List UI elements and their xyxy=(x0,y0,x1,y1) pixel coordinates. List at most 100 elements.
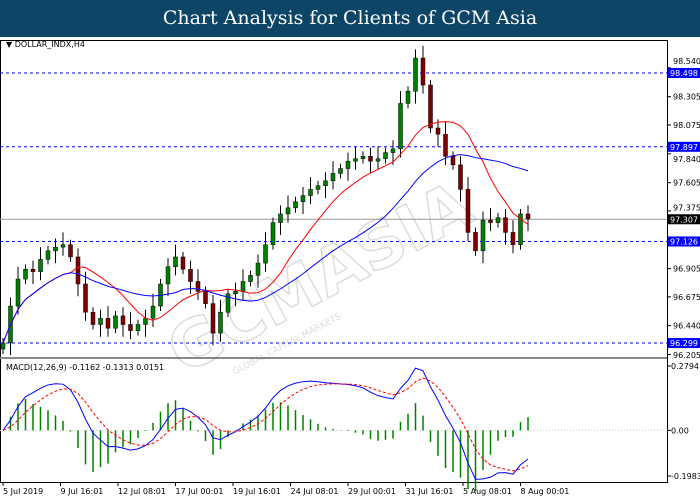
candle-body xyxy=(278,213,283,223)
candle-body xyxy=(128,324,133,331)
candle-body xyxy=(165,266,171,285)
candle-body xyxy=(518,213,523,245)
candle-body xyxy=(270,222,276,245)
candle-body xyxy=(360,156,366,159)
watermark-text: GCMASIA xyxy=(156,168,484,389)
candle-body xyxy=(353,158,358,162)
candle-body xyxy=(405,90,411,104)
candle-body xyxy=(338,168,343,174)
moving-average-line xyxy=(2,154,529,344)
candle-body xyxy=(375,158,381,162)
candle-body xyxy=(75,256,81,285)
candle-body xyxy=(98,318,103,325)
candle-body xyxy=(255,262,261,276)
candle-body xyxy=(525,213,531,220)
candle-body xyxy=(473,232,478,252)
candle-body xyxy=(38,259,43,272)
macd-line xyxy=(2,367,529,480)
page-title: Chart Analysis for Clients of GCM Asia xyxy=(0,0,700,37)
macd-y-tick-label: 0.00 xyxy=(671,426,689,435)
x-tick-label: 12 Jul 08:01 xyxy=(118,487,166,496)
candle-body xyxy=(143,318,148,325)
candle-body xyxy=(218,311,223,334)
candle-body xyxy=(390,148,396,153)
candle-body xyxy=(458,164,463,190)
symbol-label[interactable]: ▼ DOLLAR_INDX,H4 xyxy=(6,40,85,49)
candle-body xyxy=(480,219,486,252)
candle-body xyxy=(248,275,253,282)
candle-body xyxy=(368,156,373,162)
level-label-bg xyxy=(668,68,700,78)
candle-body xyxy=(383,152,388,159)
candle-body xyxy=(135,324,141,331)
y-tick-label: 98.540 xyxy=(673,57,700,66)
candle-body xyxy=(150,305,156,319)
x-tick-label: 19 Jul 16:01 xyxy=(233,487,281,496)
x-tick-label: 9 Jul 16:01 xyxy=(61,487,104,496)
candle-body xyxy=(413,57,418,92)
candle-body xyxy=(120,315,126,325)
candle-body xyxy=(293,201,298,209)
candle-body xyxy=(180,256,186,270)
candle-body xyxy=(53,246,58,252)
moving-average-line xyxy=(2,121,529,344)
candle-body xyxy=(203,291,208,304)
x-tick-label: 5 Aug 08:01 xyxy=(463,487,512,496)
candle-body xyxy=(210,303,216,334)
candle-body xyxy=(113,315,118,329)
candle-body xyxy=(315,185,321,190)
candle-body xyxy=(428,84,433,129)
macd-signal-line xyxy=(2,377,529,472)
candle-body xyxy=(285,207,291,215)
level-label: 98.498 xyxy=(670,69,698,78)
candle-body xyxy=(345,160,351,169)
candle-body xyxy=(398,103,403,150)
candle-body xyxy=(443,133,448,157)
level-label-bg xyxy=(668,236,700,247)
y-tick-label: 97.375 xyxy=(673,203,700,212)
candle-body xyxy=(0,342,6,350)
candle-body xyxy=(300,195,306,202)
x-tick-label: 17 Jul 00:01 xyxy=(176,487,224,496)
candle-body xyxy=(30,268,36,272)
level-label-bg xyxy=(668,338,700,349)
candle-body xyxy=(240,281,246,292)
candle-body xyxy=(495,217,501,223)
candle-body xyxy=(173,256,178,268)
y-tick-label: 96.675 xyxy=(673,293,700,302)
x-tick-label: 5 Jul 2019 xyxy=(3,487,43,496)
y-tick-label: 98.075 xyxy=(673,121,700,130)
y-tick-label: 98.305 xyxy=(673,93,700,102)
candle-body xyxy=(263,244,268,264)
candle-body xyxy=(450,156,456,166)
candle-body xyxy=(195,281,201,292)
candle-body xyxy=(503,217,508,233)
current-price-bg xyxy=(668,214,700,225)
level-label: 97.126 xyxy=(670,237,698,246)
level-label: 96.299 xyxy=(670,339,698,348)
x-tick-label: 31 Jul 16:01 xyxy=(406,487,454,496)
candle-body xyxy=(15,278,21,307)
chart-frame xyxy=(0,40,668,483)
y-tick-label: 96.440 xyxy=(673,322,700,331)
level-label: 97.897 xyxy=(670,143,698,152)
x-tick-label: 29 Jul 00:01 xyxy=(348,487,396,496)
candle-body xyxy=(420,57,426,86)
candle-body xyxy=(330,173,336,182)
level-label-bg xyxy=(668,141,700,152)
candle-body xyxy=(488,219,493,223)
candle-body xyxy=(188,268,193,282)
current-price-label: 97.307 xyxy=(670,215,698,224)
x-tick-label: 24 Jul 08:01 xyxy=(291,487,339,496)
candle-body xyxy=(45,250,51,260)
macd-y-tick-label: -0.1983 xyxy=(671,472,700,481)
macd-y-tick-label: 0.2794 xyxy=(671,362,699,371)
candle-body xyxy=(233,291,238,295)
candle-body xyxy=(323,180,328,186)
candle-body xyxy=(68,244,73,258)
x-tick-label: 8 Aug 00:01 xyxy=(521,487,570,496)
candle-body xyxy=(308,189,313,196)
y-tick-label: 97.840 xyxy=(673,155,700,164)
